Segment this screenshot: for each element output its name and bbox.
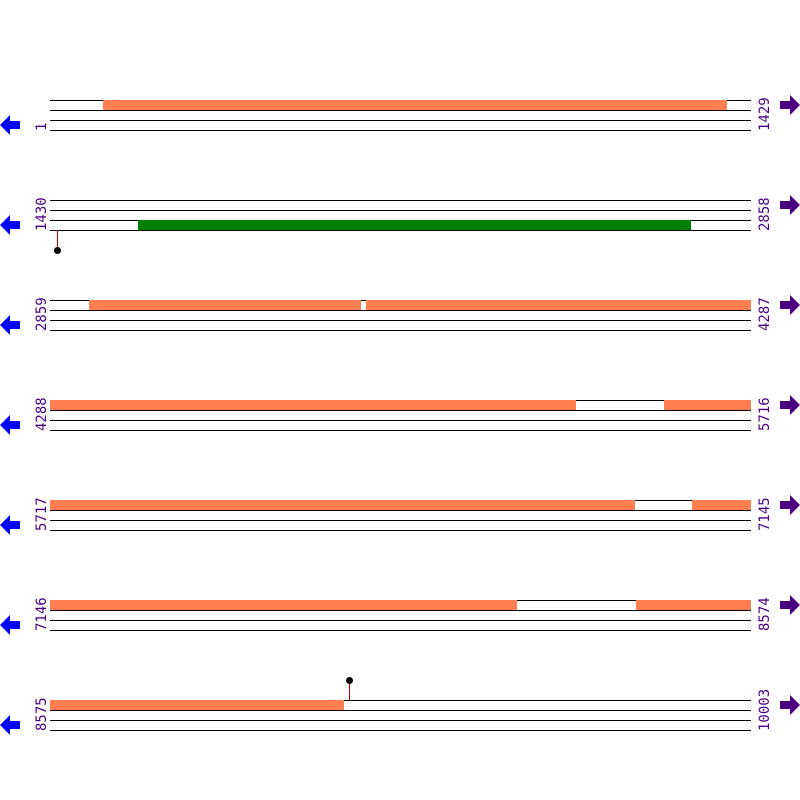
left-arrow-icon[interactable] (0, 415, 20, 435)
feature-bar (50, 700, 345, 710)
strand-line (50, 620, 751, 621)
feature-bar (102, 100, 727, 110)
strand-line (50, 110, 751, 111)
strand-line (50, 310, 751, 311)
row-end-label: 1429 (757, 97, 773, 131)
row-end-label: 8574 (757, 597, 773, 631)
right-arrow-icon[interactable] (780, 595, 800, 615)
strand-line (50, 630, 751, 631)
right-arrow-icon[interactable] (780, 695, 800, 715)
strand-line (50, 530, 751, 531)
strand-line (50, 410, 751, 411)
row-start-label: 5717 (34, 497, 50, 531)
strand-line (50, 720, 751, 721)
strand-line (50, 510, 751, 511)
row-end-label: 2858 (757, 197, 773, 231)
strand-line (50, 230, 751, 231)
strand-line (50, 200, 751, 201)
row-end-label: 10003 (757, 688, 773, 731)
feature-bar (50, 600, 518, 610)
strand-line (50, 130, 751, 131)
strand-line (50, 710, 751, 711)
row-end-label: 7145 (757, 497, 773, 531)
strand-line (50, 210, 751, 211)
strand-line (50, 730, 751, 731)
row-start-label: 2859 (34, 297, 50, 331)
feature-bar (692, 500, 751, 510)
feature-bar (365, 300, 751, 310)
left-arrow-icon[interactable] (0, 615, 20, 635)
right-arrow-icon[interactable] (780, 95, 800, 115)
right-arrow-icon[interactable] (780, 195, 800, 215)
feature-bar (88, 300, 361, 310)
strand-line (50, 700, 751, 701)
right-arrow-icon[interactable] (780, 495, 800, 515)
row-end-label: 4287 (757, 297, 773, 331)
strand-line (50, 430, 751, 431)
strand-line (50, 420, 751, 421)
row-start-label: 4288 (34, 397, 50, 431)
left-arrow-icon[interactable] (0, 215, 20, 235)
row-end-label: 5716 (757, 397, 773, 431)
strand-line (50, 520, 751, 521)
right-arrow-icon[interactable] (780, 295, 800, 315)
left-arrow-icon[interactable] (0, 515, 20, 535)
marker-stem (348, 680, 350, 700)
feature-bar (635, 600, 751, 610)
marker-dot (53, 247, 61, 254)
left-arrow-icon[interactable] (0, 715, 20, 735)
strand-line (50, 320, 751, 321)
right-arrow-icon[interactable] (780, 395, 800, 415)
feature-bar (664, 400, 751, 410)
row-start-label: 1 (34, 122, 50, 131)
row-start-label: 7146 (34, 597, 50, 631)
strand-line (50, 120, 751, 121)
marker-dot (345, 677, 353, 684)
left-arrow-icon[interactable] (0, 315, 20, 335)
feature-bar (50, 500, 636, 510)
strand-line (50, 330, 751, 331)
left-arrow-icon[interactable] (0, 115, 20, 135)
row-start-label: 1430 (34, 197, 50, 231)
strand-line (50, 610, 751, 611)
marker-stem (56, 230, 58, 250)
feature-bar (50, 400, 577, 410)
row-start-label: 8575 (34, 697, 50, 731)
feature-bar (137, 220, 691, 230)
